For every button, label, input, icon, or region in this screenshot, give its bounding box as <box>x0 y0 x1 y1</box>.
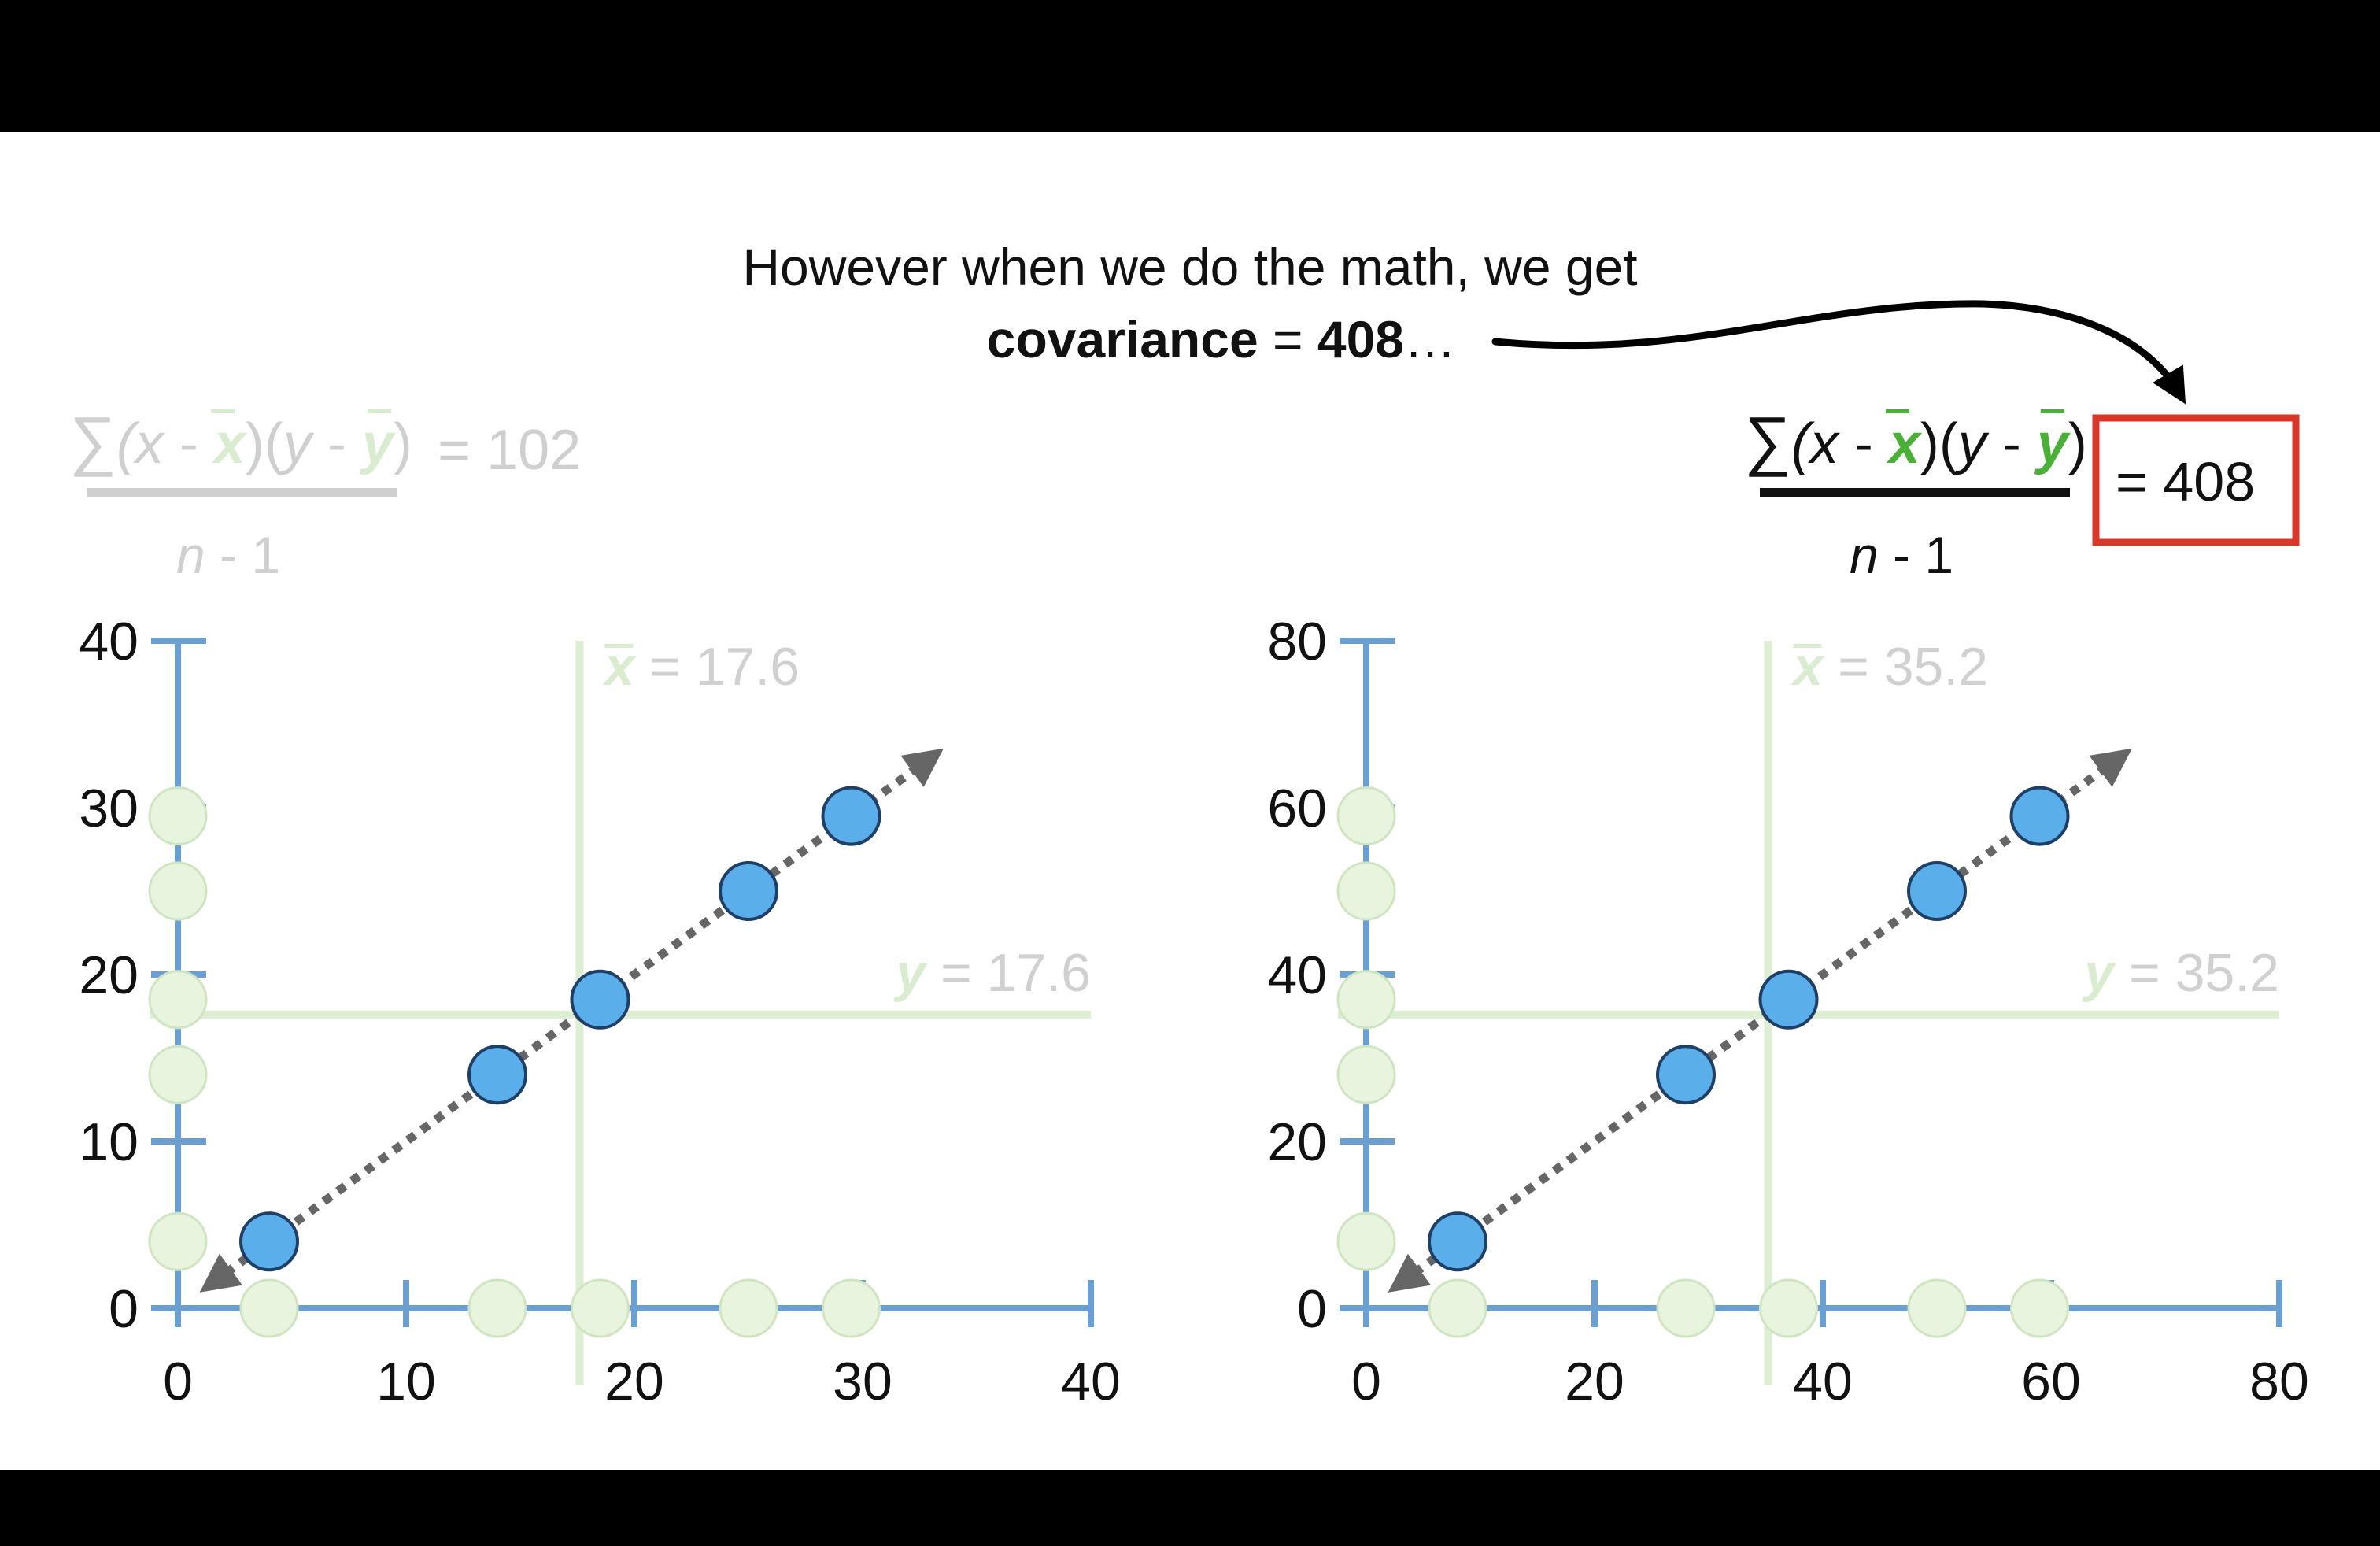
chart-1-point-0 <box>1428 1211 1488 1272</box>
chart-1-x-tick-label-4: 80 <box>2249 1352 2309 1411</box>
chart-0-trend-line <box>199 748 944 1293</box>
caption: However when we do the math, we get cova… <box>742 238 1637 368</box>
formula-left-result: = 102 <box>438 419 581 482</box>
formula-left-xbar-bar <box>211 409 235 413</box>
chart-1-y-projection-1 <box>1336 1045 1396 1104</box>
chart-1-y-tick-label-0: 0 <box>1297 1279 1327 1339</box>
caption-line-1: However when we do the math, we get <box>742 238 1637 296</box>
chart-0-point-1 <box>468 1045 527 1105</box>
chart-0-x-projection-1 <box>468 1278 527 1338</box>
chart-1-y-projection-3 <box>1336 861 1396 921</box>
formula-right-result: = 408 <box>2116 451 2255 512</box>
caption-ellipsis: … <box>1404 310 1456 368</box>
chart-0-y-projection-4 <box>148 786 208 846</box>
chart-1-y-tick-label-4: 80 <box>1267 612 1327 671</box>
formula-left: ∑(x - x)(y - y) n - 1 = 102 <box>69 403 581 584</box>
chart-1-point-3 <box>1907 861 1967 921</box>
chart-0-x-tick-label-3: 30 <box>833 1352 893 1411</box>
chart-0-point-3 <box>719 861 778 921</box>
chart-0-x-projection-2 <box>571 1278 630 1338</box>
formula-right: ∑(x - x)(y - y) n - 1 = 408 <box>1744 403 2300 584</box>
formula-left-ybar-bar <box>368 409 391 413</box>
chart-1-point-1 <box>1656 1045 1716 1105</box>
chart-1-y-projection-2 <box>1336 970 1396 1030</box>
slide-canvas: However when we do the math, we get cova… <box>69 238 2309 1411</box>
chart-0-y-tick-label-2: 20 <box>79 945 139 1005</box>
chart-0-point-0 <box>239 1211 299 1272</box>
chart-0-y-tick-label-4: 40 <box>79 612 139 671</box>
chart-1-y-tick-label-2: 40 <box>1267 945 1327 1005</box>
chart-0-point-4 <box>821 786 881 846</box>
chart-1-x-projection-3 <box>1907 1278 1967 1338</box>
slide: However when we do the math, we get cova… <box>0 132 2380 1470</box>
chart-1-trend-line <box>1388 748 2132 1293</box>
chart-0-y-tick-label-0: 0 <box>109 1279 139 1339</box>
caption-line-2: covariance = 408… <box>987 310 1456 368</box>
chart-0-y-tick-label-3: 30 <box>79 779 139 838</box>
formula-left-numerator: ∑(x - x)(y - y) <box>69 403 412 477</box>
chart-1-x-tick-label-3: 60 <box>2021 1352 2081 1411</box>
chart-0-x-tick-label-2: 20 <box>604 1352 664 1411</box>
chart-0-mean-y-label: y = 17.6 <box>893 943 1091 1003</box>
formula-left-denominator: n - 1 <box>176 526 280 584</box>
chart-0-x-projection-0 <box>239 1278 299 1338</box>
chart-1-x-projection-4 <box>2010 1278 2069 1338</box>
chart-1-x-tick-label-2: 40 <box>1793 1352 1853 1411</box>
callout-arrow <box>1491 300 2186 405</box>
caption-equals: = <box>1258 310 1318 368</box>
chart-1-mean-x-label-bar <box>1793 644 1822 648</box>
chart-1-x-projection-1 <box>1656 1278 1716 1338</box>
chart-1-y-tick-label-3: 60 <box>1267 779 1327 838</box>
chart-0-y-projection-0 <box>148 1211 208 1271</box>
formula-right-denominator: n - 1 <box>1850 526 1953 584</box>
chart-0-point-2 <box>570 969 630 1030</box>
chart-0-x-projection-4 <box>822 1278 881 1338</box>
chart-0-y-tick-label-1: 10 <box>79 1112 139 1172</box>
chart-1-x-tick-label-0: 0 <box>1351 1352 1381 1411</box>
chart-1-point-4 <box>2009 786 2070 846</box>
formula-right-fraction-bar <box>1760 488 2070 497</box>
letterbox-top <box>0 0 2380 132</box>
caption-covariance-word: covariance <box>987 310 1258 368</box>
formula-right-numerator: ∑(x - x)(y - y) <box>1744 403 2087 477</box>
chart-0-x-tick-label-1: 10 <box>376 1352 436 1411</box>
formula-right-xbar-bar <box>1886 409 1909 413</box>
chart-0-x-tick-label-0: 0 <box>163 1352 193 1411</box>
caption-covariance-value: 408 <box>1318 310 1404 368</box>
chart-0-mean-x-label-bar <box>604 644 634 648</box>
chart-1-x-projection-0 <box>1428 1278 1488 1338</box>
chart-0-y-projection-3 <box>148 861 208 921</box>
formula-left-fraction-bar <box>87 488 397 497</box>
chart-1-point-2 <box>1758 969 1819 1030</box>
chart-0-x-tick-label-4: 40 <box>1061 1352 1121 1411</box>
chart-0-x-projection-3 <box>719 1278 778 1338</box>
chart-0-y-projection-1 <box>148 1045 208 1104</box>
chart-1-y-tick-label-1: 20 <box>1267 1112 1327 1172</box>
letterbox-bottom <box>0 1470 2380 1546</box>
chart-1-x-projection-2 <box>1759 1278 1818 1338</box>
chart-0-y-projection-2 <box>148 970 208 1030</box>
chart-1-y-projection-0 <box>1336 1211 1396 1271</box>
chart-1-y-projection-4 <box>1336 786 1396 846</box>
chart-1-mean-y-label: y = 35.2 <box>2082 943 2279 1003</box>
result-highlight-box <box>2092 414 2300 546</box>
chart-1-x-tick-label-1: 20 <box>1565 1352 1624 1411</box>
formula-right-ybar-bar <box>2041 409 2064 413</box>
